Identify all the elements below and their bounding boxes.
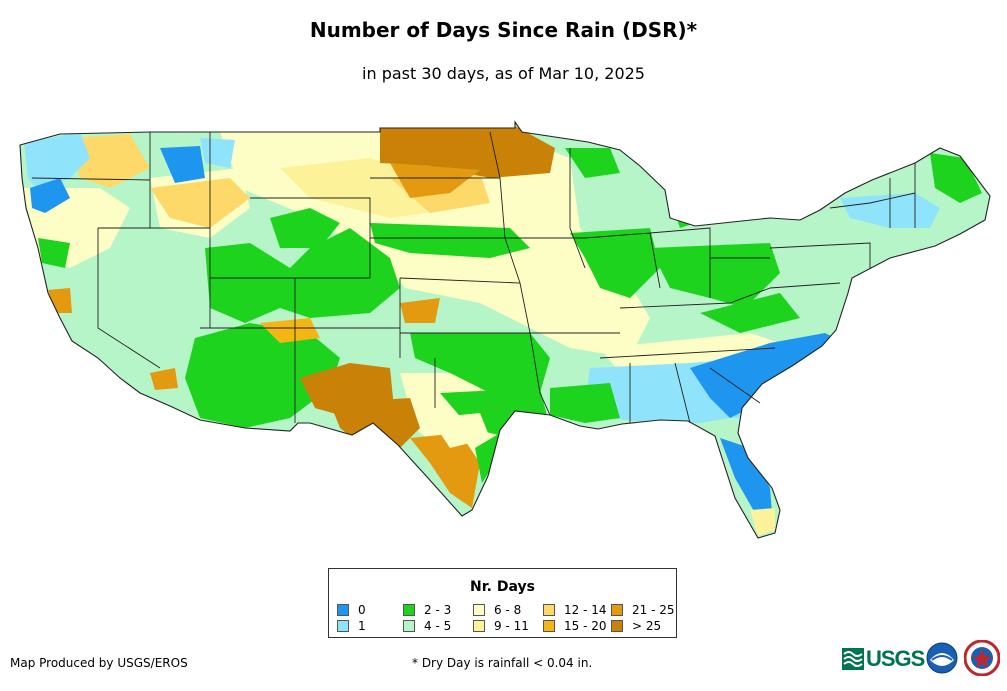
dry-day-footnote: * Dry Day is rainfall < 0.04 in. bbox=[412, 656, 593, 670]
legend-label: 2 - 3 bbox=[424, 603, 452, 617]
zone-oklahoma-2-3 bbox=[410, 333, 550, 393]
legend-label: > 25 bbox=[632, 619, 662, 633]
legend-items: 0 1 2 - 3 4 - 5 6 - 8 9 - 11 12 - 14 15 - 20 21 … bbox=[337, 602, 675, 634]
legend-item: 0 bbox=[337, 602, 403, 618]
legend-swatch bbox=[473, 620, 485, 632]
legend-item: 12 - 14 bbox=[543, 602, 611, 618]
zone-ky-2-3 bbox=[700, 293, 800, 333]
zone-illinois-2-3 bbox=[570, 228, 660, 298]
map-subtitle: in past 30 days, as of Mar 10, 2025 bbox=[362, 64, 645, 83]
zone-west-tx-gt25 bbox=[330, 398, 420, 448]
zone-washington-0 bbox=[30, 178, 70, 213]
zone-maine-2-3 bbox=[930, 153, 982, 203]
legend-item: > 25 bbox=[611, 618, 671, 634]
zone-iowa-2-3 bbox=[370, 223, 530, 258]
zone-wyoming-2-3 bbox=[270, 208, 340, 248]
legend-label: 6 - 8 bbox=[494, 603, 522, 617]
zone-az-15-20 bbox=[260, 318, 320, 343]
zone-ne-tx-6-8 bbox=[430, 413, 490, 448]
zone-carolinas-0 bbox=[690, 333, 845, 418]
legend-swatch bbox=[611, 604, 623, 616]
legend-label: 1 bbox=[358, 619, 366, 633]
zone-wisconsin-2-3 bbox=[565, 148, 620, 178]
nws-logo bbox=[964, 640, 1000, 676]
legend-title: Nr. Days bbox=[470, 579, 535, 595]
legend-label: 4 - 5 bbox=[424, 619, 452, 633]
zone-ohio-2-3 bbox=[650, 243, 780, 308]
zone-nodak-21-25 bbox=[390, 163, 480, 198]
legend-label: 21 - 25 bbox=[632, 603, 675, 617]
zone-rockies-2-3 bbox=[205, 228, 400, 323]
legend-swatch bbox=[543, 620, 555, 632]
legend-swatch bbox=[473, 604, 485, 616]
zone-tx-coast-2-3 bbox=[475, 433, 500, 483]
usgs-logo: USGS bbox=[842, 644, 925, 674]
zone-south-tx-21-25 bbox=[410, 433, 480, 508]
zone-idaho-0 bbox=[160, 146, 205, 183]
zone-ca-north-2-3 bbox=[38, 238, 70, 268]
zone-fl-tip-9-11 bbox=[750, 508, 775, 536]
legend-item: 4 - 5 bbox=[403, 618, 473, 634]
agency-logos: USGS bbox=[842, 640, 1002, 680]
legend-swatch bbox=[337, 620, 349, 632]
zone-ms-2-3 bbox=[550, 383, 620, 423]
legend-item: 15 - 20 bbox=[543, 618, 611, 634]
legend-swatch bbox=[611, 620, 623, 632]
state-borders bbox=[19, 120, 991, 539]
legend-item: 21 - 25 bbox=[611, 602, 675, 618]
legend-item: 6 - 8 bbox=[473, 602, 543, 618]
noaa-logo bbox=[926, 642, 958, 674]
usgs-waves-icon bbox=[842, 648, 864, 670]
legend-label: 12 - 14 bbox=[564, 603, 607, 617]
map-legend: Nr. Days 0 1 2 - 3 4 - 5 6 - 8 9 - 11 12 - 14 1… bbox=[328, 568, 677, 638]
zone-ca-south-21-25 bbox=[150, 368, 178, 390]
legend-label: 9 - 11 bbox=[494, 619, 529, 633]
legend-item: 9 - 11 bbox=[473, 618, 543, 634]
legend-label: 15 - 20 bbox=[564, 619, 607, 633]
legend-swatch bbox=[403, 604, 415, 616]
legend-swatch bbox=[403, 620, 415, 632]
zone-arizona-2-3 bbox=[185, 323, 340, 428]
us-dsr-map bbox=[19, 120, 991, 539]
legend-item: 1 bbox=[337, 618, 403, 634]
map-title: Number of Days Since Rain (DSR)* bbox=[309, 18, 698, 42]
zone-oregon-12-14 bbox=[70, 134, 150, 188]
legend-swatch bbox=[337, 604, 349, 616]
map-credit: Map Produced by USGS/EROS bbox=[10, 656, 188, 670]
zone-mo-6-8 bbox=[520, 268, 610, 333]
legend-swatch bbox=[543, 604, 555, 616]
zone-co-15-20 bbox=[400, 298, 440, 323]
legend-item: 2 - 3 bbox=[403, 602, 473, 618]
legend-label: 0 bbox=[358, 603, 366, 617]
zone-idaho-12-14 bbox=[150, 178, 250, 228]
zone-nodak-gt25 bbox=[380, 126, 555, 178]
usgs-logo-text: USGS bbox=[866, 646, 925, 671]
zone-florida-0 bbox=[720, 438, 772, 513]
zone-idaho-1 bbox=[200, 138, 235, 168]
